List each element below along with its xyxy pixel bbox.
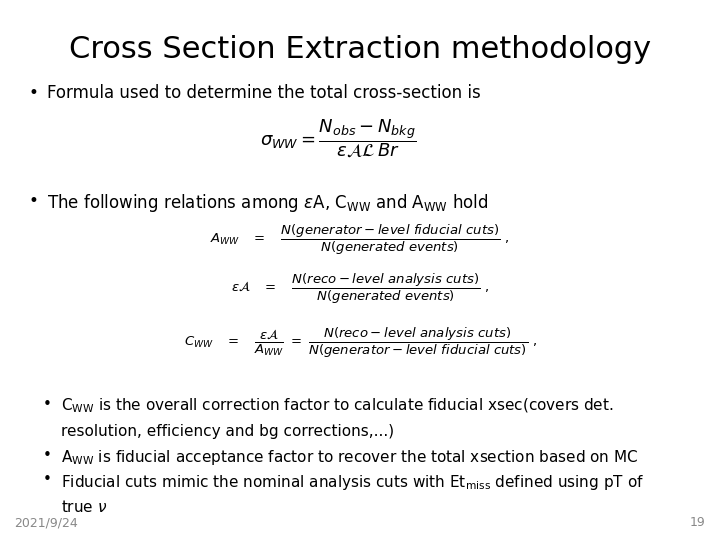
Text: •: • (43, 472, 52, 488)
Text: true $\nu$: true $\nu$ (61, 500, 107, 516)
Text: Cross Section Extraction methodology: Cross Section Extraction methodology (69, 35, 651, 64)
Text: $\epsilon\mathcal{A}\ \ \ =\ \ \ \dfrac{N(reco-level\ analysis\ cuts)}{N(generat: $\epsilon\mathcal{A}\ \ \ =\ \ \ \dfrac{… (231, 272, 489, 306)
Text: 19: 19 (690, 516, 706, 529)
Text: Fiducial cuts mimic the nominal analysis cuts with Et$_{\mathrm{miss}}$ defined : Fiducial cuts mimic the nominal analysis… (61, 472, 644, 491)
Text: A$_{\mathrm{WW}}$ is fiducial acceptance factor to recover the total xsection ba: A$_{\mathrm{WW}}$ is fiducial acceptance… (61, 448, 639, 467)
Text: •: • (43, 397, 52, 412)
Text: resolution, efficiency and bg corrections,...): resolution, efficiency and bg correction… (61, 424, 395, 439)
Text: C$_{\mathrm{WW}}$ is the overall correction factor to calculate fiducial xsec(co: C$_{\mathrm{WW}}$ is the overall correct… (61, 397, 613, 415)
Text: •: • (29, 84, 39, 102)
Text: •: • (43, 448, 52, 463)
Text: 2021/9/24: 2021/9/24 (14, 516, 78, 529)
Text: The following relations among $\epsilon$A, C$_{\mathrm{WW}}$ and A$_{\mathrm{WW}: The following relations among $\epsilon$… (47, 192, 488, 214)
Text: Formula used to determine the total cross-section is: Formula used to determine the total cros… (47, 84, 480, 102)
Text: $\sigma_{WW} = \dfrac{N_{obs} - N_{bkg}}{\epsilon\mathcal{A}\mathcal{L}\,Br}$: $\sigma_{WW} = \dfrac{N_{obs} - N_{bkg}}… (260, 117, 417, 159)
Text: $A_{WW}\ \ \ =\ \ \ \dfrac{N(generator-level\ fiducial\ cuts)}{N(generated\ even: $A_{WW}\ \ \ =\ \ \ \dfrac{N(generator-l… (210, 223, 510, 258)
Text: $C_{WW}\ \ \ =\ \ \ \dfrac{\epsilon\mathcal{A}}{A_{WW}}\ =\ \dfrac{N(reco-level\: $C_{WW}\ \ \ =\ \ \ \dfrac{\epsilon\math… (184, 326, 536, 360)
Text: •: • (29, 192, 39, 210)
